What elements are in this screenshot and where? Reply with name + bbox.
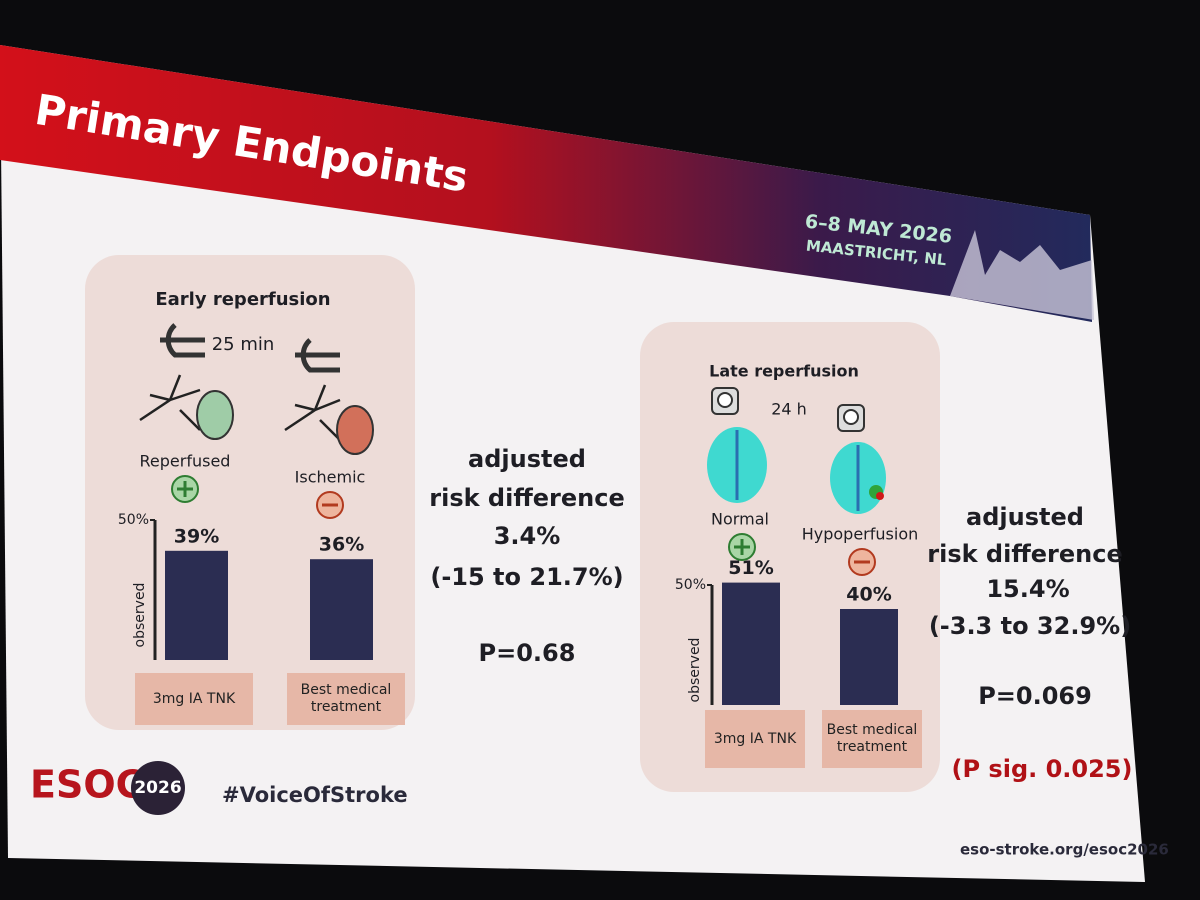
state-label: Normal [711,510,769,529]
value-label: 51% [728,557,773,579]
y-tick-label: 50% [118,512,149,528]
angio-icon [160,323,205,358]
hashtag: #VoiceOfStroke [222,783,408,807]
category-box: Best medical treatment [287,673,405,725]
note: (P sig. 0.025) [952,755,1133,783]
bar [840,609,898,705]
interval: 25 min [212,334,275,355]
year-badge [131,761,185,815]
p-value: P=0.68 [479,639,576,667]
stat-line: (-15 to 21.7%) [430,563,623,591]
stat-line: risk difference [429,484,625,512]
stat-line: adjusted [468,445,586,473]
vessel-icon [284,384,341,441]
y-axis-label: observed [132,583,148,648]
brand-logo: ESOC [30,763,144,807]
interval: 24 h [771,400,807,419]
state-label: Ischemic [295,468,366,487]
category-label: 3mg IA TNK [705,710,805,768]
state-label: Hypoperfusion [802,525,919,544]
bar [722,582,780,705]
value-label: 39% [174,525,219,547]
category-box: Best medical treatment [822,710,922,768]
value-label: 40% [846,584,891,606]
skyline [950,230,1094,320]
bar [165,550,228,660]
year-label: 2026 [134,778,181,798]
vessel-icon [139,374,201,431]
tissue-icon [196,390,234,440]
stat-line: 15.4% [986,575,1069,603]
category-label: Best medical treatment [287,673,405,725]
p-value: P=0.069 [978,682,1092,710]
url: eso-stroke.org/esoc2026 [960,841,1169,859]
stat-line: (-3.3 to 32.9%) [929,612,1131,640]
scanner-icon [843,409,859,425]
bar [310,559,373,660]
state-label: Reperfused [140,452,231,471]
stat-line: risk difference [927,540,1123,568]
plus-icon [734,539,750,555]
tissue-icon [336,405,374,455]
category-label: Best medical treatment [822,710,922,768]
header-band [0,45,1092,322]
angio-icon [295,338,340,373]
stat-line: 3.4% [494,522,561,550]
category-label: 3mg IA TNK [135,673,253,725]
stat-line: adjusted [966,503,1084,531]
panel-title: Late reperfusion [709,362,859,381]
y-tick-label: 50% [675,577,706,593]
scan-image [876,492,884,500]
scanner-icon [717,392,733,408]
category-box: 3mg IA TNK [705,710,805,768]
category-box: 3mg IA TNK [135,673,253,725]
panel-title: Early reperfusion [155,289,330,310]
y-axis-label: observed [687,638,703,703]
value-label: 36% [319,534,364,556]
plus-icon [177,481,193,497]
